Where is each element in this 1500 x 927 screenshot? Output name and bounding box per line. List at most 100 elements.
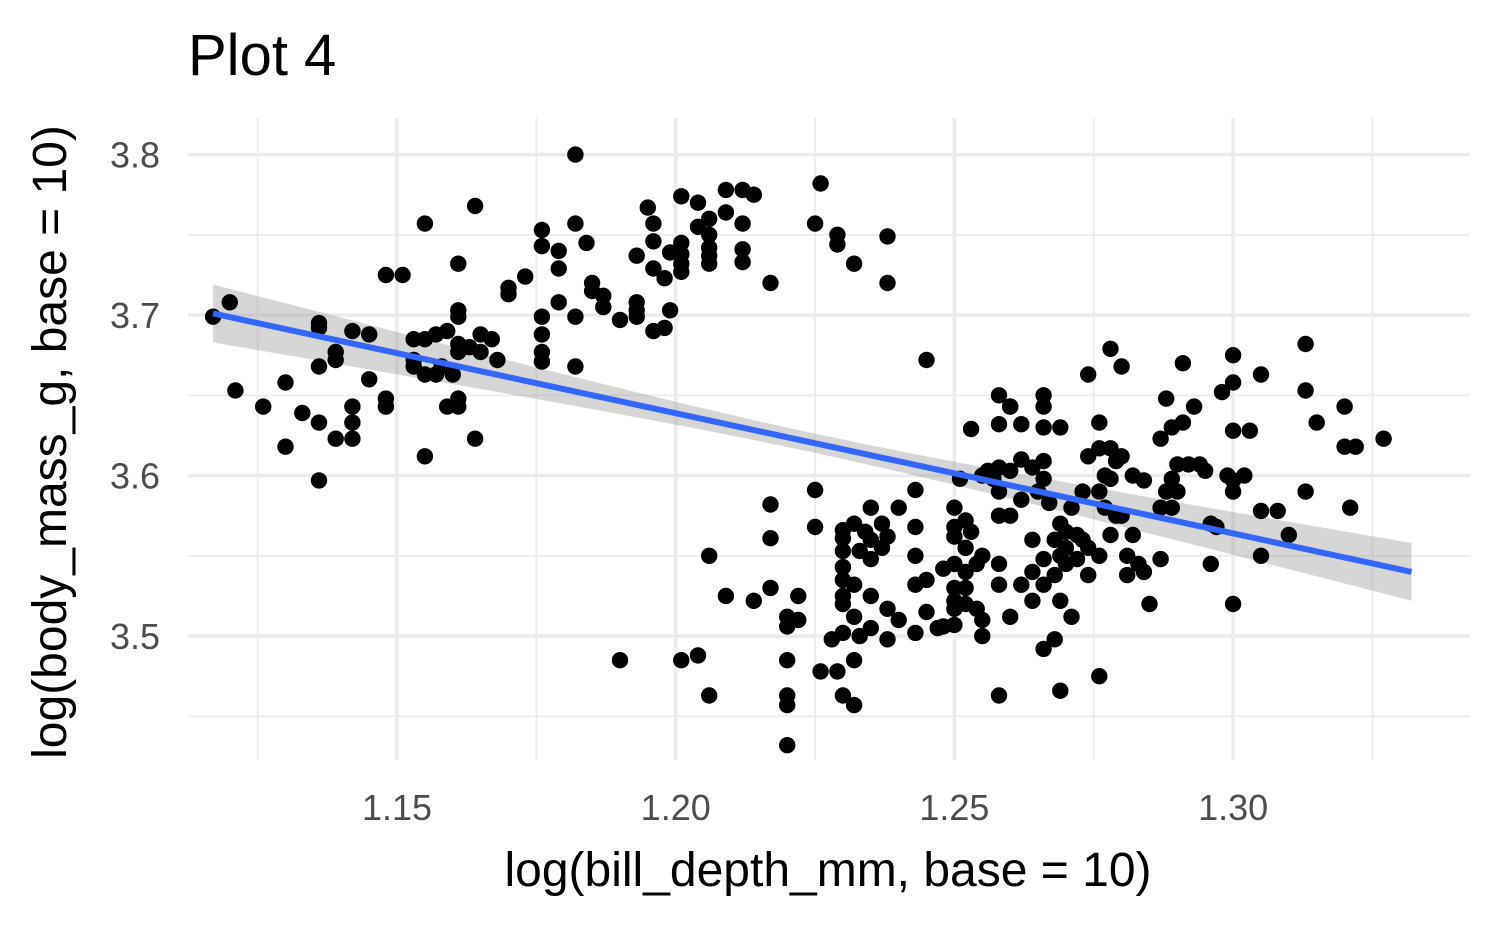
data-point (1013, 491, 1030, 508)
data-point (444, 366, 461, 383)
data-point (628, 247, 645, 264)
data-point (1297, 382, 1314, 399)
data-point (862, 619, 879, 637)
data-point (1035, 419, 1052, 436)
data-point (990, 387, 1008, 404)
data-point (1236, 467, 1253, 484)
data-point (990, 483, 1008, 500)
data-point (294, 404, 311, 422)
data-point (879, 228, 896, 245)
data-point (779, 652, 796, 669)
data-point (701, 210, 718, 227)
data-point (745, 592, 762, 609)
data-point (1224, 347, 1242, 364)
data-point (661, 302, 679, 319)
data-point (567, 215, 584, 232)
data-point (1035, 576, 1052, 593)
data-point (277, 438, 294, 455)
data-point (1135, 472, 1153, 489)
data-point (873, 515, 891, 532)
data-point (845, 696, 863, 714)
data-point (974, 627, 991, 645)
data-point (327, 351, 344, 369)
y-axis-title: log(body_mass_g, base = 10) (24, 125, 77, 759)
data-point (845, 608, 863, 625)
data-point (907, 547, 924, 564)
data-point (907, 481, 924, 499)
y-axis-ticks: 3.5 3.6 3.7 3.8 (110, 135, 160, 658)
data-point (361, 371, 378, 388)
data-point (689, 194, 707, 211)
data-point (1024, 531, 1041, 548)
data-point (310, 319, 328, 337)
data-point (1080, 566, 1097, 584)
data-point (829, 663, 846, 680)
data-point (1269, 502, 1286, 520)
data-point (834, 595, 852, 613)
data-point (550, 242, 567, 260)
data-point (361, 326, 378, 343)
x-axis-ticks: 1.15 1.20 1.25 1.30 (362, 787, 1268, 828)
data-point (1347, 438, 1364, 455)
data-point (533, 326, 551, 343)
data-point (1336, 398, 1353, 415)
data-point (974, 611, 991, 629)
data-point (907, 518, 924, 536)
data-point (734, 241, 751, 258)
data-point (1202, 555, 1220, 573)
data-point (745, 186, 762, 203)
data-point (255, 398, 272, 415)
data-point (595, 287, 612, 304)
data-point (466, 430, 484, 447)
data-point (416, 448, 434, 465)
data-point (221, 294, 238, 311)
data-point (344, 322, 361, 340)
x-tick-label: 1.15 (362, 787, 432, 828)
data-point (394, 266, 411, 284)
data-point (879, 528, 896, 545)
data-point (1297, 335, 1314, 353)
data-point (1013, 576, 1030, 593)
data-point (890, 499, 907, 516)
data-point (779, 737, 796, 754)
data-point (550, 294, 567, 311)
data-point (1035, 550, 1052, 568)
data-point (834, 687, 852, 704)
data-point (1035, 398, 1052, 415)
data-point (1224, 422, 1242, 439)
data-point (1308, 414, 1325, 431)
data-point (1102, 526, 1119, 544)
trend-line-layer (212, 310, 1413, 575)
data-point (1091, 668, 1108, 685)
data-point (1102, 470, 1119, 487)
data-point (862, 499, 879, 516)
data-point (957, 539, 974, 556)
data-point (701, 687, 718, 704)
data-point (862, 587, 879, 605)
data-point (779, 618, 796, 635)
trend-line (212, 310, 1413, 575)
data-point (344, 398, 361, 415)
data-point (834, 558, 852, 576)
data-point (500, 286, 517, 303)
data-point (1224, 595, 1242, 613)
data-point (310, 358, 328, 375)
data-point (1052, 419, 1069, 436)
data-point (734, 253, 751, 271)
data-point (533, 308, 551, 325)
data-point (673, 188, 690, 205)
data-point (567, 146, 584, 163)
data-point (845, 652, 863, 669)
data-point (806, 215, 824, 232)
data-point (1091, 547, 1108, 564)
x-tick-label: 1.30 (1198, 787, 1268, 828)
data-point (567, 358, 584, 375)
data-point (1297, 483, 1314, 500)
data-point (762, 496, 779, 513)
y-tick-label: 3.5 (110, 616, 160, 657)
data-point (1252, 366, 1270, 383)
x-axis-title: log(bill_depth_mm, base = 10) (504, 844, 1151, 897)
data-point (879, 274, 896, 292)
data-point (533, 353, 551, 370)
data-point (1074, 483, 1091, 500)
